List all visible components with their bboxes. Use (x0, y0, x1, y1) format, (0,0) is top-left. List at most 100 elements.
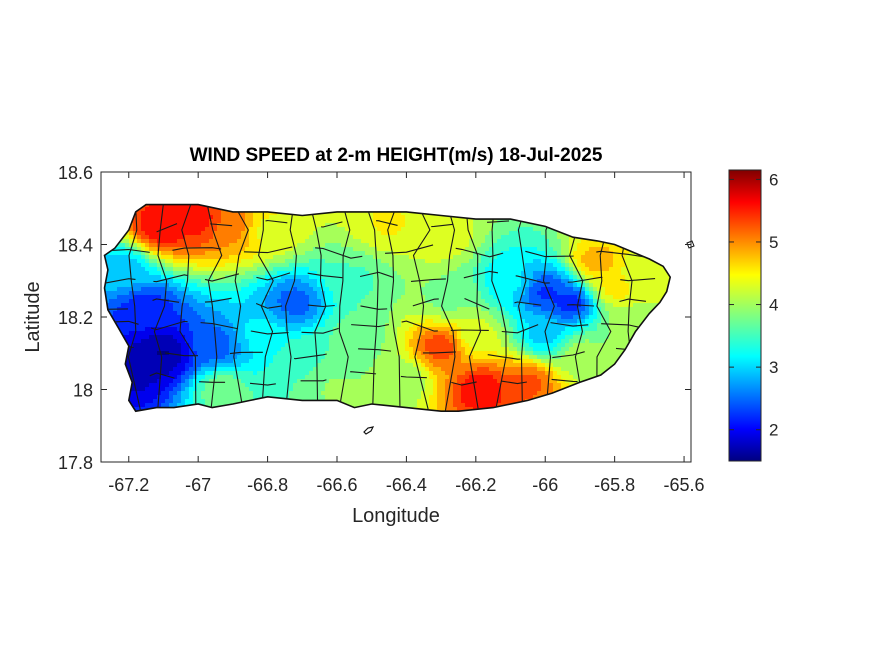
wind-cell (361, 343, 366, 348)
wind-cell (425, 267, 430, 272)
wind-cell (281, 271, 286, 276)
wind-cell (353, 375, 358, 380)
wind-cell (365, 331, 370, 336)
wind-cell (117, 299, 122, 304)
wind-cell (321, 319, 326, 324)
wind-cell (417, 391, 422, 396)
wind-cell (313, 235, 318, 240)
wind-cell (217, 339, 222, 344)
wind-cell (129, 375, 134, 380)
wind-cell (321, 315, 326, 320)
wind-cell (189, 391, 194, 396)
wind-cell (369, 375, 374, 380)
wind-cell (197, 267, 202, 272)
wind-cell (365, 251, 370, 256)
wind-cell (269, 215, 274, 220)
wind-cell (377, 251, 382, 256)
wind-cell (333, 319, 338, 324)
wind-cell (193, 287, 198, 292)
wind-cell (353, 243, 358, 248)
wind-cell (433, 399, 438, 404)
wind-cell (221, 355, 226, 360)
wind-cell (349, 315, 354, 320)
wind-cell (297, 303, 302, 308)
wind-cell (397, 235, 402, 240)
wind-cell (429, 231, 434, 236)
wind-cell (289, 251, 294, 256)
wind-cell (217, 395, 222, 400)
wind-cell (225, 379, 230, 384)
wind-cell (105, 279, 110, 284)
wind-cell (369, 307, 374, 312)
wind-cell (185, 343, 190, 348)
wind-cell (269, 267, 274, 272)
wind-cell (281, 239, 286, 244)
wind-cell (217, 367, 222, 372)
wind-cell (397, 223, 402, 228)
wind-cell (337, 331, 342, 336)
wind-cell (281, 255, 286, 260)
wind-cell (417, 251, 422, 256)
wind-cell (209, 331, 214, 336)
wind-cell (341, 299, 346, 304)
wind-cell (269, 299, 274, 304)
wind-cell (217, 303, 222, 308)
wind-cell (125, 231, 130, 236)
wind-cell (417, 227, 422, 232)
wind-cell (117, 315, 122, 320)
wind-cell (217, 347, 222, 352)
wind-cell (269, 239, 274, 244)
wind-cell (441, 371, 446, 376)
wind-cell (373, 327, 378, 332)
wind-cell (365, 387, 370, 392)
wind-cell (141, 223, 146, 228)
wind-cell (329, 343, 334, 348)
wind-cell (253, 375, 258, 380)
wind-cell (225, 231, 230, 236)
wind-cell (309, 235, 314, 240)
wind-cell (361, 271, 366, 276)
wind-cell (173, 211, 178, 216)
wind-cell (121, 275, 126, 280)
wind-cell (217, 283, 222, 288)
wind-cell (345, 355, 350, 360)
wind-cell (141, 219, 146, 224)
wind-cell (189, 319, 194, 324)
wind-cell (421, 267, 426, 272)
wind-cell (401, 279, 406, 284)
wind-cell (133, 371, 138, 376)
wind-cell (125, 235, 130, 240)
wind-cell (313, 323, 318, 328)
wind-cell (325, 323, 330, 328)
wind-cell (185, 395, 190, 400)
wind-cell (377, 259, 382, 264)
wind-cell (313, 391, 318, 396)
wind-cell (325, 251, 330, 256)
wind-cell (357, 315, 362, 320)
wind-cell (441, 359, 446, 364)
wind-cell (357, 267, 362, 272)
wind-cell (153, 291, 158, 296)
wind-cell (169, 259, 174, 264)
wind-cell (137, 371, 142, 376)
wind-cell (333, 219, 338, 224)
wind-cell (337, 279, 342, 284)
wind-cell (405, 347, 410, 352)
wind-cell (377, 339, 382, 344)
wind-cell (129, 311, 134, 316)
wind-cell (181, 375, 186, 380)
wind-cell (313, 299, 318, 304)
wind-cell (397, 283, 402, 288)
wind-cell (385, 271, 390, 276)
wind-cell (197, 399, 202, 404)
wind-cell (265, 215, 270, 220)
wind-cell (393, 311, 398, 316)
wind-cell (337, 243, 342, 248)
wind-cell (393, 263, 398, 268)
wind-cell (273, 311, 278, 316)
wind-cell (285, 223, 290, 228)
wind-cell (285, 339, 290, 344)
wind-cell (353, 343, 358, 348)
wind-cell (437, 351, 442, 356)
wind-cell (297, 343, 302, 348)
